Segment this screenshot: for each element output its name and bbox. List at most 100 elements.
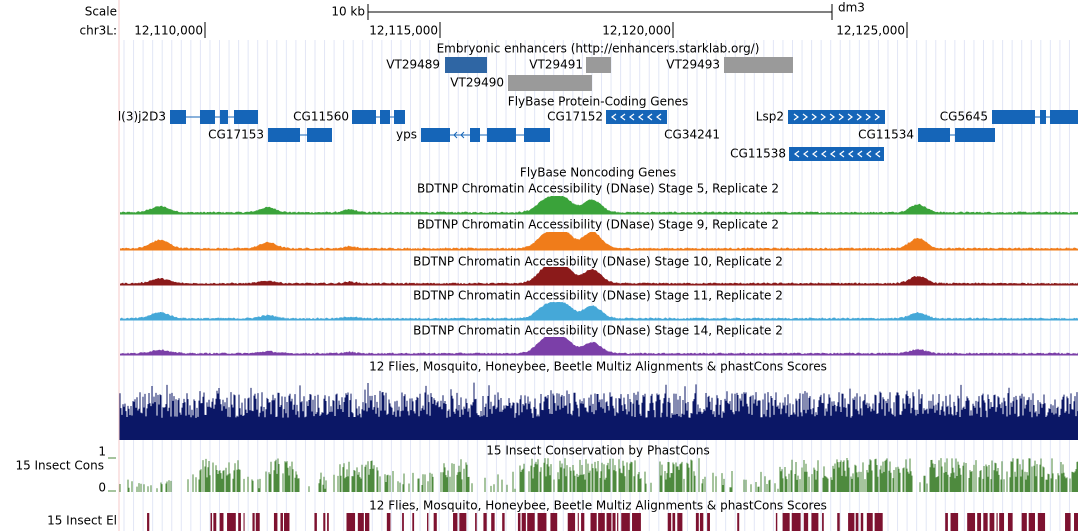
gene-exon	[789, 147, 884, 161]
conserved-element	[314, 513, 317, 531]
gene-exon	[421, 128, 450, 142]
conserved-element	[453, 513, 458, 531]
gene-exon	[1040, 110, 1046, 124]
conserved-element	[346, 513, 356, 531]
conserved-element	[252, 513, 255, 531]
conserved-element	[707, 513, 710, 531]
conserved-element	[567, 513, 576, 531]
conserved-element	[284, 513, 290, 531]
enhancer	[445, 57, 487, 73]
axis-label: 0	[98, 481, 106, 495]
gene-exon	[380, 110, 390, 124]
conserved-element	[402, 513, 404, 531]
conserved-element	[945, 513, 948, 531]
track-title: BDTNP Chromatin Accessibility (DNase) St…	[417, 218, 779, 232]
gene-label: yps	[396, 128, 417, 142]
strand-arrow	[794, 150, 800, 158]
conserved-element	[227, 513, 236, 531]
strand-arrow	[821, 150, 827, 158]
conserved-element	[737, 513, 740, 531]
strand-arrow	[460, 131, 465, 139]
conserved-element	[459, 513, 467, 531]
conserved-element	[517, 513, 521, 531]
conserved-element	[837, 513, 840, 531]
gene-exon	[470, 128, 480, 142]
enhancer	[508, 75, 592, 91]
gene-exon	[220, 110, 228, 124]
dnase-signal	[120, 196, 1078, 214]
conserved-element	[273, 513, 278, 531]
track-title: 12 Flies, Mosquito, Honeybee, Beetle Mul…	[369, 499, 827, 513]
conserved-element	[527, 513, 535, 531]
conserved-element	[1074, 513, 1078, 531]
track-title: FlyBase Noncoding Genes	[520, 166, 676, 180]
conserved-element	[475, 513, 477, 531]
strand-arrow	[453, 131, 458, 139]
strand-arrow	[629, 113, 635, 121]
conserved-element	[999, 513, 1005, 531]
enhancer-label: VT29489	[386, 58, 440, 72]
conserved-element	[672, 513, 676, 531]
conserved-element	[521, 513, 526, 531]
conserved-element	[550, 513, 558, 531]
strand-arrow	[638, 113, 644, 121]
conserved-element	[590, 513, 597, 531]
conserved-element	[323, 513, 326, 531]
gene-label: CG11560	[293, 110, 349, 124]
track-title: FlyBase Protein-Coding Genes	[508, 95, 688, 109]
strand-arrow	[793, 113, 799, 121]
enhancer-label: VT29491	[529, 58, 583, 72]
conserved-element	[874, 513, 883, 531]
enhancer	[586, 57, 611, 73]
gene-exon	[955, 128, 995, 142]
conserved-element	[502, 513, 505, 531]
scale-label: Scale	[85, 5, 117, 19]
strand-arrow	[875, 150, 881, 158]
conserved-element	[280, 513, 283, 531]
enhancer	[724, 57, 793, 73]
conserved-element	[577, 513, 579, 531]
conserved-element	[782, 513, 790, 531]
strand-arrow	[820, 113, 826, 121]
gene-exon	[200, 110, 215, 124]
conserved-element	[996, 513, 998, 531]
track-title: BDTNP Chromatin Accessibility (DNase) St…	[413, 324, 783, 338]
strand-arrow	[874, 113, 880, 121]
conserved-element	[695, 513, 699, 531]
gene-label: CG5645	[940, 110, 988, 124]
gene-exon	[268, 128, 300, 142]
strand-arrow	[611, 113, 617, 121]
conserved-element	[1037, 513, 1046, 531]
strand-arrow	[856, 113, 862, 121]
strand-arrow	[839, 150, 845, 158]
conserved-element	[412, 513, 415, 531]
scale-size: 10 kb	[331, 5, 365, 19]
conserved-element	[791, 513, 801, 531]
gene-exon	[992, 110, 1035, 124]
conserved-element	[1007, 513, 1013, 531]
gene-exon	[918, 128, 950, 142]
strand-arrow	[848, 150, 854, 158]
conserved-element	[537, 513, 547, 531]
gene-exon	[170, 110, 186, 124]
dnase-signal	[120, 302, 1078, 320]
strand-arrow	[811, 113, 817, 121]
strand-arrow	[803, 150, 809, 158]
conserved-element	[327, 513, 329, 531]
conserved-element	[803, 513, 809, 531]
strand-arrow	[656, 113, 662, 121]
conserved-element	[860, 513, 864, 531]
track-title: BDTNP Chromatin Accessibility (DNase) St…	[417, 182, 779, 196]
conserved-element	[617, 513, 619, 531]
gene-exon	[788, 110, 885, 124]
conserved-element	[598, 513, 605, 531]
gene-exon	[606, 110, 667, 124]
conserved-element	[612, 513, 616, 531]
position-label: 12,125,000	[836, 24, 905, 38]
conserved-element	[775, 513, 778, 531]
gene-exon	[1050, 110, 1078, 124]
track-title: 12 Flies, Mosquito, Honeybee, Beetle Mul…	[369, 360, 827, 374]
conserved-element	[357, 513, 364, 531]
conserved-element	[977, 513, 982, 531]
